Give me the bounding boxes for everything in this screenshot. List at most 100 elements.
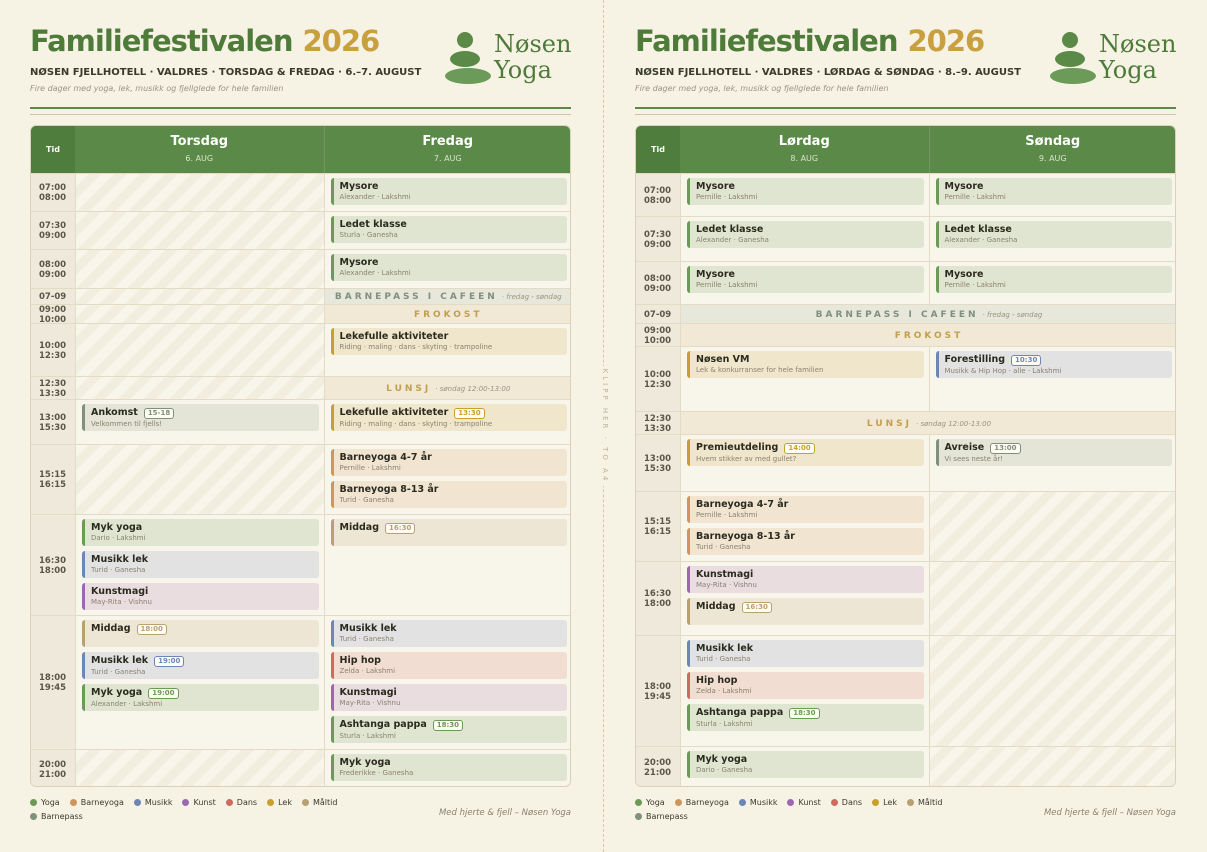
event-title: Mysore — [944, 181, 984, 192]
time-label: 19:45 — [39, 683, 67, 693]
time-label: 18:00 — [39, 673, 67, 683]
event-sub: Riding · maling · dans · skyting · tramp… — [339, 420, 493, 428]
event: Hip hop Zelda · Lakshmi — [330, 652, 567, 679]
time-label: 12:30 — [39, 378, 67, 389]
time-label: 16:30 — [644, 589, 672, 599]
event-title: Lekefulle aktiviteter — [339, 331, 449, 342]
banner-label: LUNSJ — [866, 418, 912, 429]
title: Familiefestivalen 2026 — [635, 24, 985, 58]
day-cell: Middag 18:00 Musikk lek 19:00 Turid · Ganesh… — [75, 616, 324, 750]
event-title: Myk yoga — [91, 522, 143, 533]
header-rule-thin — [635, 114, 1176, 115]
event: Premieutdeling 14:00 Hvem stikker av med g… — [687, 439, 924, 466]
legend-label: Barnepass — [41, 812, 83, 821]
event-title: Musikk lek — [339, 623, 397, 634]
time-label: 16:15 — [39, 480, 67, 490]
event: Myk yoga Dario · Ganesha — [687, 751, 924, 778]
time-cell: 15:15 16:15 — [636, 492, 680, 562]
event: Ankomst 15-18 Velkommen til fjells! — [82, 404, 319, 431]
time-label: 07-09 — [39, 292, 67, 302]
event-title-line: Mysore — [696, 181, 918, 192]
legend-dot — [301, 799, 309, 806]
banner: BARNEPASS I CAFEEN · fredag - søndag — [680, 305, 1175, 324]
day-cell — [75, 212, 324, 250]
event-title-line: Ledet klasse — [945, 224, 1167, 235]
event-title: Musikk lek — [91, 655, 149, 666]
legend-item: Musikk — [133, 798, 172, 807]
event-title-line: Lekefulle aktiviteter — [340, 331, 562, 342]
event-title: Ledet klasse — [339, 219, 407, 230]
legend-item: Dans — [225, 798, 258, 807]
event-title: Mysore — [696, 181, 735, 192]
legend-label: Yoga — [646, 798, 665, 807]
banner-label: BARNEPASS I CAFEEN — [815, 309, 979, 320]
event: Myk yoga 19:00 Alexander · Lakshmi — [82, 684, 319, 711]
day-date: 7. AUG — [433, 154, 462, 163]
event-title: Kunstmagi — [91, 586, 149, 597]
table-row: 07:00 08:00 Mysore Alexander · Lakshmi — [31, 173, 571, 212]
time-label: 09:00 — [39, 304, 67, 315]
event-sub: Hvem stikker av med gullet? — [696, 455, 797, 463]
day-cell — [928, 492, 1175, 562]
day-cell: Myk yoga Dario · Ganesha — [680, 747, 929, 786]
table-row: 12:30 13:30 LUNSJ · søndag 12:00-13:00 — [636, 411, 1175, 435]
legend-dot — [738, 799, 746, 806]
table-header: Tid Lørdag 8. AUG Søndag 9. AUG — [636, 126, 1175, 173]
event-title: Hip hop — [696, 675, 738, 686]
event-title: Middag — [339, 522, 380, 533]
legend-label: Kunst — [193, 798, 216, 807]
day-cell: Forestilling 10:30 Musikk & Hip Hop · alle… — [928, 347, 1176, 412]
event-sub: Turid · Ganesha — [696, 543, 751, 551]
day-cell: Ankomst 15-18 Velkommen til fjells! — [75, 400, 324, 445]
time-cell: 16:30 18:00 — [636, 562, 680, 636]
legend-label: Barneyoga — [80, 798, 124, 807]
time-cell: 13:00 15:30 — [636, 435, 680, 492]
time-label: 20:00 — [644, 758, 672, 768]
time-label: 21:00 — [39, 769, 67, 780]
logo-icon — [440, 30, 492, 86]
legend-dot — [635, 799, 642, 806]
event-sub: Pernille · Lakshmi — [696, 193, 758, 201]
day-cell — [75, 174, 324, 212]
time-label: 15:30 — [644, 463, 672, 474]
event-title-line: Barneyoga 8-13 år — [340, 484, 562, 495]
legend-label: Yoga — [41, 798, 60, 807]
event: Hip hop Zelda · Lakshmi — [687, 672, 924, 699]
event-title: Middag — [696, 601, 736, 612]
legend-item: Lek — [267, 798, 292, 807]
time-label: 08:00 — [644, 273, 672, 284]
event: Musikk lek Turid · Ganesha — [82, 551, 319, 578]
event-title-line: Ashtanga pappa 18:30 — [340, 719, 562, 731]
event-title-line: Mysore — [340, 181, 562, 192]
event: Myk yoga Frederikke · Ganesha — [330, 754, 567, 781]
event-title-line: Kunstmagi — [91, 586, 313, 597]
event-badge: 14:00 — [784, 443, 815, 454]
event: Ashtanga pappa 18:30 Sturla · Lakshmi — [330, 716, 567, 743]
event-sub: May-Rita · Vishnu — [91, 598, 152, 606]
event-sub: Sturla · Ganesha — [339, 231, 398, 239]
time-label: 15:15 — [39, 470, 67, 480]
title-text: Familiefestivalen — [635, 24, 898, 58]
legend-dot — [872, 799, 880, 806]
event-sub: Lek & konkurranser for hele familien — [696, 366, 824, 374]
day-cell: Ledet klasse Alexander · Ganesha — [680, 217, 929, 262]
table-row: 20:00 21:00 Myk yoga Frederikke · Ganesha — [31, 749, 570, 786]
event: Kunstmagi May-Rita · Vishnu — [687, 566, 924, 593]
time-label: 18:00 — [39, 565, 67, 576]
event-title-line: Avreise 13:00 — [945, 442, 1167, 454]
legend-item: Lek — [872, 798, 897, 807]
event-sub: Pernille · Lakshmi — [696, 281, 758, 289]
event-title-line: Middag 16:30 — [340, 522, 562, 534]
event-sub: Sturla · Lakshmi — [696, 720, 753, 728]
day-cell: Mysore Alexander · Lakshmi — [323, 174, 571, 212]
table-row: 07-09 BARNEPASS I CAFEEN · fredag - søndag — [31, 288, 570, 305]
legend-label: Måltid — [917, 798, 943, 807]
day-cell — [75, 289, 324, 305]
event-title: Ankomst — [91, 407, 138, 418]
event-title: Kunstmagi — [339, 687, 397, 698]
event-title: Hip hop — [339, 655, 381, 666]
day-cell: Musikk lek Turid · Ganesha Hip hop Zelda · … — [323, 616, 571, 750]
legend-dot — [787, 799, 795, 806]
legend-label: Dans — [236, 798, 258, 807]
event-sub: Turid · Ganesha — [339, 635, 394, 643]
